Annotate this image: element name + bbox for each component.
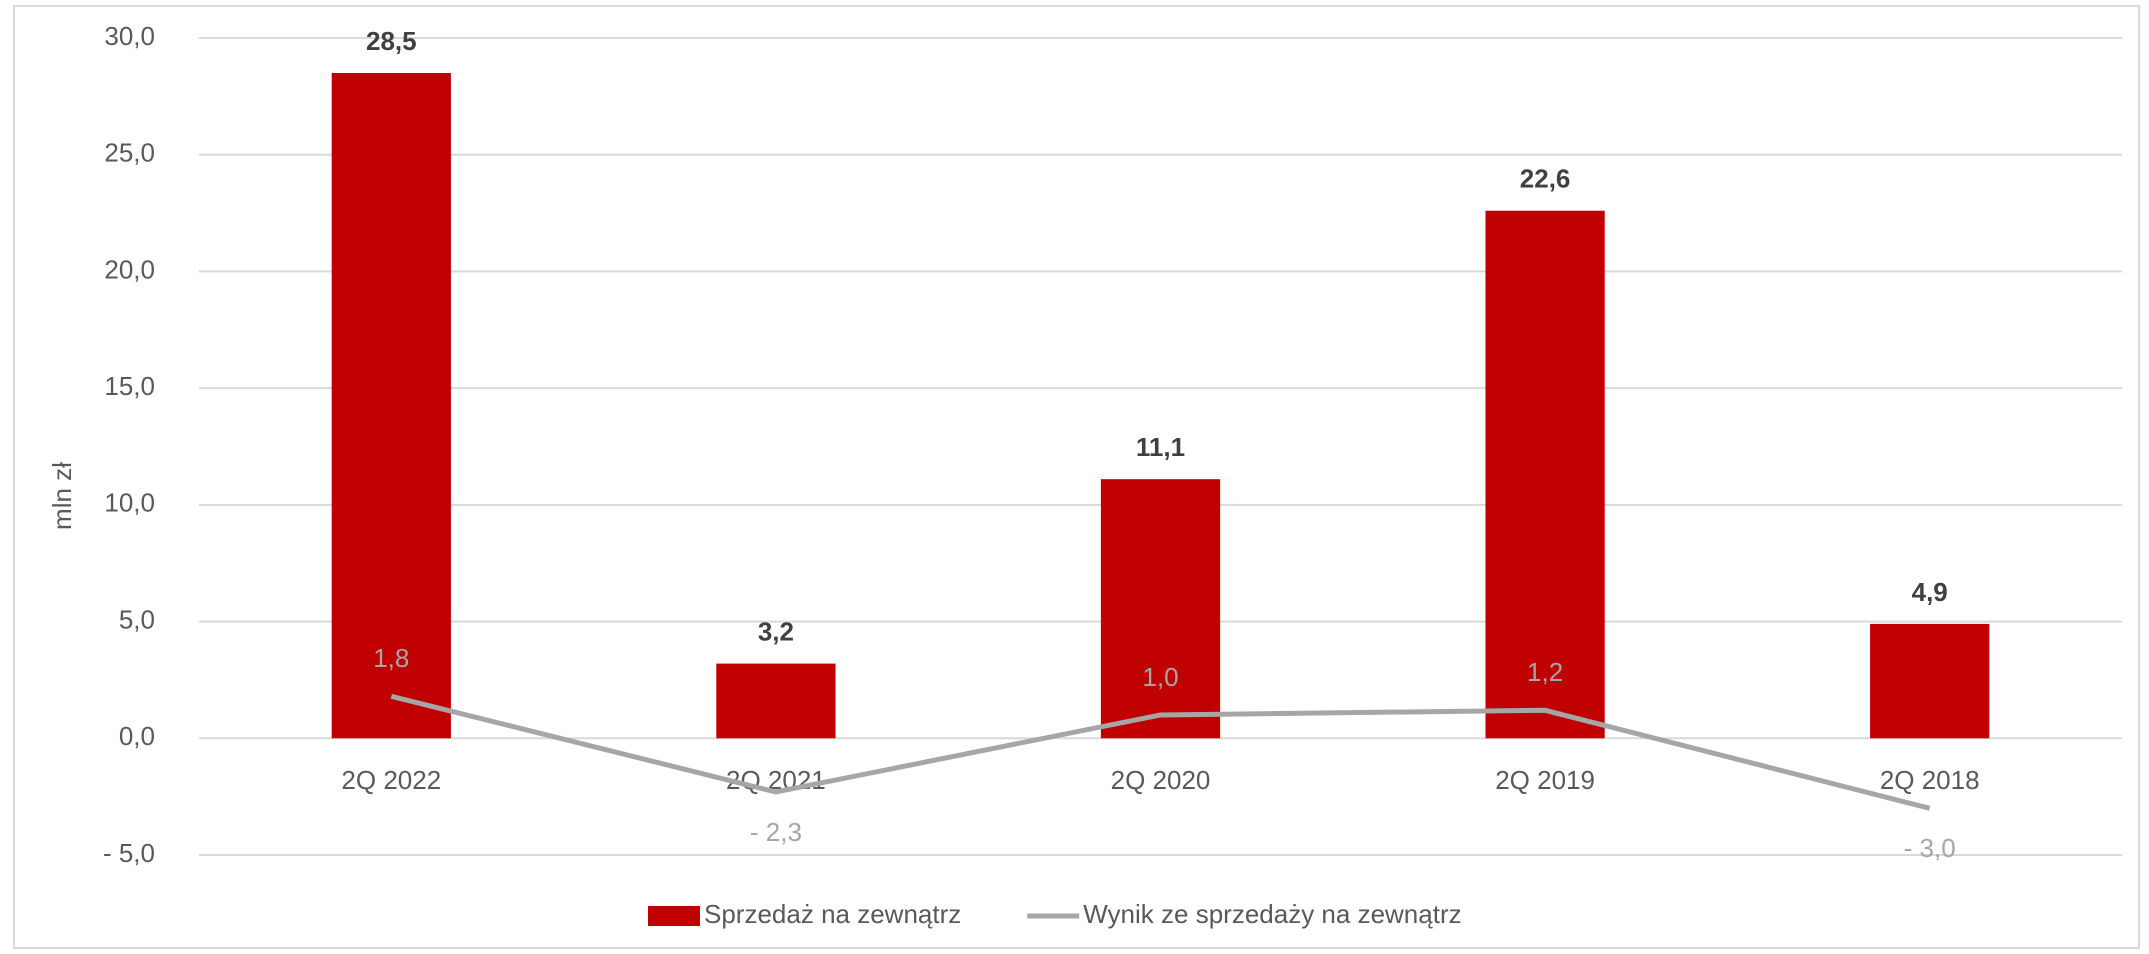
- legend-label: Sprzedaż na zewnątrz: [704, 899, 961, 929]
- x-tick-label: 2Q 2022: [341, 765, 441, 795]
- y-axis-label: mln zł: [47, 462, 77, 530]
- legend-swatch: [648, 906, 700, 926]
- line: [390, 693, 1931, 811]
- y-tick-label: 15,0: [104, 371, 155, 401]
- y-tick-label: 0,0: [119, 721, 155, 751]
- line-value-label: - 2,3: [750, 817, 802, 847]
- x-tick-label: 2Q 2020: [1111, 765, 1211, 795]
- legend-label: Wynik ze sprzedaży na zewnątrz: [1083, 899, 1461, 929]
- bar-value-label: 22,6: [1520, 164, 1571, 194]
- bar-value-label: 28,5: [366, 26, 417, 56]
- line-value-label: 1,0: [1142, 662, 1178, 692]
- bar: [716, 663, 836, 739]
- bar: [1485, 210, 1605, 739]
- bar-value-label: 4,9: [1912, 577, 1948, 607]
- y-tick-label: 10,0: [104, 488, 155, 518]
- line-value-label: 1,8: [373, 643, 409, 673]
- y-tick-label: 5,0: [119, 604, 155, 634]
- x-tick-label: 2Q 2018: [1880, 765, 1980, 795]
- bar: [1100, 479, 1221, 739]
- bar: [331, 73, 451, 739]
- bar-value-label: 11,1: [1136, 432, 1185, 462]
- y-tick-label: 30,0: [104, 21, 155, 51]
- line-value-label: - 3,0: [1904, 833, 1956, 863]
- bar: [1870, 623, 1990, 739]
- y-tick-label: 20,0: [104, 254, 155, 284]
- bar-value-label: 3,2: [758, 616, 794, 646]
- line-value-label: 1,2: [1527, 657, 1563, 687]
- y-tick-label: - 5,0: [103, 838, 155, 868]
- y-tick-label: 25,0: [104, 138, 155, 168]
- chart-border: [13, 5, 2140, 949]
- x-tick-label: 2Q 2019: [1495, 765, 1595, 795]
